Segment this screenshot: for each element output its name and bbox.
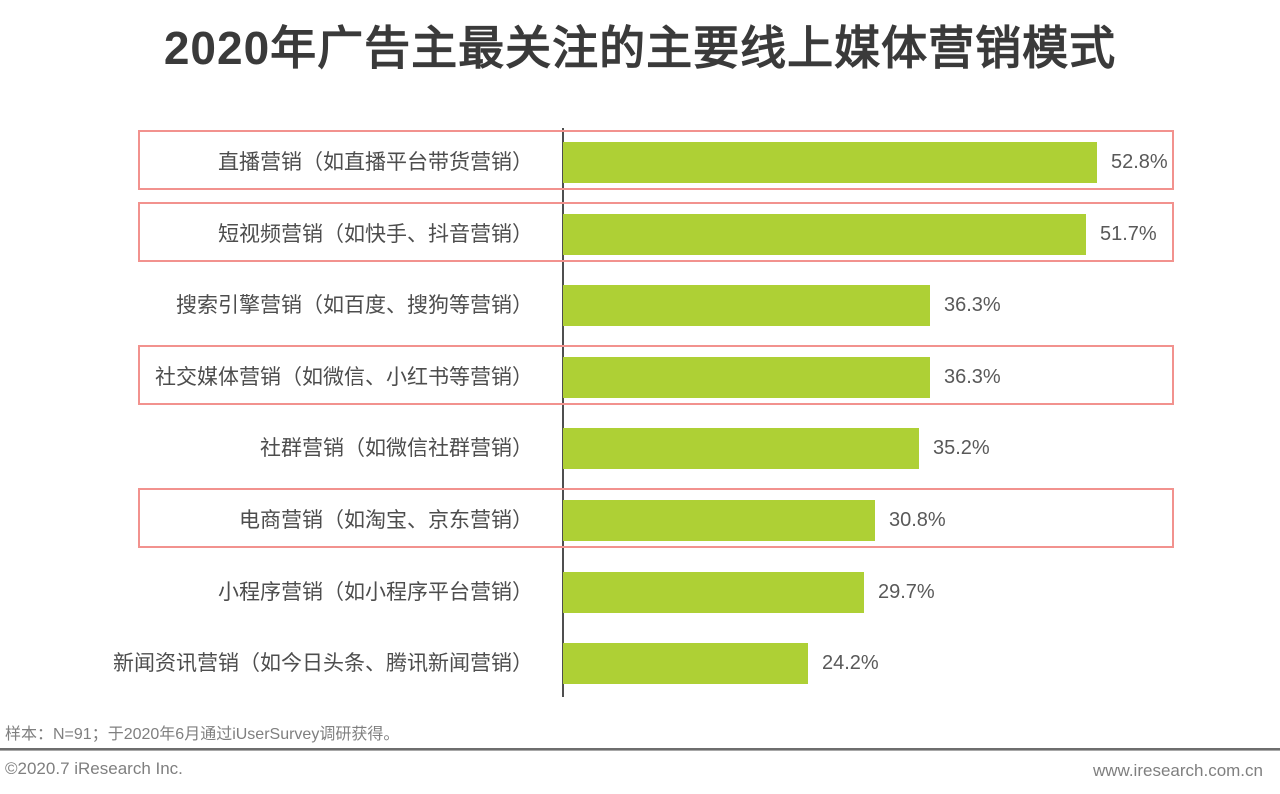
bar <box>563 500 875 541</box>
bar-value: 36.3% <box>944 294 1001 317</box>
bar-label: 短视频营销（如快手、抖音营销） <box>218 222 533 246</box>
bar-value: 24.2% <box>822 652 879 675</box>
bar <box>563 213 1086 255</box>
highlight-box <box>138 344 1174 405</box>
bar-value: 36.3% <box>944 365 1001 388</box>
bar <box>563 285 930 327</box>
copyright: ©2020.7 iResearch Inc. <box>5 759 183 778</box>
bar <box>563 142 1097 183</box>
bar <box>563 356 930 398</box>
highlight-box <box>138 201 1174 262</box>
bar-label: 社群营销（如微信社群营销） <box>260 437 533 461</box>
website-link: www.iresearch.com.cn <box>1092 761 1263 780</box>
bar-value: 35.2% <box>933 437 990 460</box>
bar-value: 29.7% <box>878 580 935 603</box>
bar-label: 直播营销（如直播平台带货营销） <box>218 151 533 174</box>
bar-label: 电商营销（如淘宝、京东营销） <box>239 509 533 532</box>
bar <box>563 571 864 613</box>
bar-value: 51.7% <box>1100 222 1157 245</box>
sample-note: 样本：N=91；于2020年6月通过iUserSurvey调研获得。 <box>5 726 400 743</box>
bar-label: 小程序营销（如小程序平台营销） <box>218 580 533 604</box>
bar <box>563 428 919 470</box>
highlight-box <box>138 130 1174 190</box>
bar-label: 搜索引擎营销（如百度、搜狗等营销） <box>176 294 533 318</box>
bar-value: 30.8% <box>889 509 946 531</box>
bar-label: 社交媒体营销（如微信、小红书等营销） <box>155 365 533 389</box>
bar <box>563 643 808 685</box>
highlight-box <box>138 488 1174 548</box>
footer-divider <box>0 748 1280 751</box>
chart-title: 2020年广告主最关注的主要线上媒体营销模式 <box>163 22 1117 74</box>
bar-label: 新闻资讯营销（如今日头条、腾讯新闻营销） <box>113 652 533 676</box>
bar-value: 52.8% <box>1111 151 1168 173</box>
axis-line <box>562 128 564 697</box>
